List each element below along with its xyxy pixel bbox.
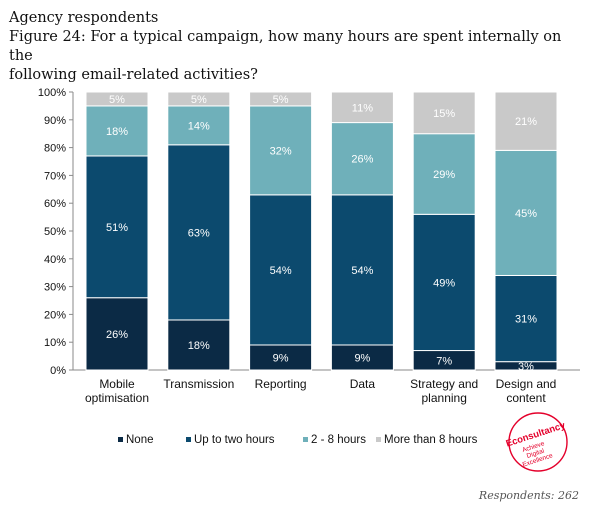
legend-swatch — [376, 437, 381, 442]
respondents-note: Respondents: 262 — [478, 489, 579, 502]
legend-label: More than 8 hours — [384, 434, 478, 446]
bar-segment — [167, 105, 231, 146]
legend-label: Up to two hours — [194, 434, 275, 446]
data-label: 9% — [354, 352, 370, 364]
category-label: Design and — [496, 377, 557, 391]
legend-swatch — [186, 437, 191, 442]
bar-segment — [330, 122, 394, 196]
y-tick-label: 60% — [44, 198, 66, 210]
legend-label: 2 - 8 hours — [311, 434, 366, 446]
data-label: 14% — [188, 120, 210, 132]
category-label: content — [506, 391, 546, 405]
chart-title-line-3: following email-related activities? — [9, 67, 258, 83]
data-label: 3% — [518, 361, 534, 373]
data-label: 26% — [106, 329, 128, 341]
data-label: 15% — [433, 108, 455, 120]
data-label: 26% — [351, 154, 373, 166]
data-label: 5% — [191, 94, 207, 106]
category-label: Reporting — [255, 377, 307, 391]
y-tick-label: 40% — [44, 254, 66, 266]
data-label: 7% — [436, 355, 452, 367]
bar-segment — [85, 155, 149, 299]
bar-segment — [249, 105, 313, 196]
data-label: 45% — [515, 208, 537, 220]
bar-segment — [167, 91, 231, 107]
data-label: 9% — [273, 352, 289, 364]
y-tick-label: 90% — [44, 115, 66, 127]
y-tick-label: 80% — [44, 143, 66, 155]
y-axis: 0% 10% 20% 30% 40% 50% 60% 70% 80% 90% 100% — [38, 87, 580, 377]
bar-segment — [249, 194, 313, 346]
bar-segment — [330, 91, 394, 124]
legend-swatch — [118, 437, 123, 442]
y-tick-label: 30% — [44, 282, 66, 294]
data-label: 18% — [106, 126, 128, 138]
data-label: 5% — [273, 94, 289, 106]
category-label: Strategy and — [410, 377, 478, 391]
y-tick-label: 20% — [44, 309, 66, 321]
category-label: Data — [350, 377, 376, 391]
chart-title-block: Agency respondents Figure 24: For a typi… — [9, 9, 584, 85]
bar-segment — [412, 213, 476, 352]
y-tick-label: 100% — [38, 87, 66, 99]
bar-segment — [494, 91, 558, 151]
data-label: 32% — [270, 145, 292, 157]
category-label: Mobile — [99, 377, 135, 391]
legend-swatch — [303, 437, 308, 442]
data-label: 5% — [109, 94, 125, 106]
chart-title-line-1: Agency respondents — [9, 10, 159, 26]
bar-segment — [167, 319, 231, 371]
data-label: 49% — [433, 277, 455, 289]
data-label: 63% — [188, 227, 210, 239]
y-tick-label: 70% — [44, 170, 66, 182]
econsultancy-logo: Econsultancy Achieve Digital Excellence — [505, 412, 568, 472]
y-tick-label: 10% — [44, 337, 66, 349]
data-label: 18% — [188, 340, 210, 352]
legend-label: None — [126, 434, 154, 446]
y-tick-label: 0% — [50, 365, 66, 377]
bar-segment — [249, 91, 313, 107]
data-label: 54% — [351, 265, 373, 277]
data-label: 54% — [270, 265, 292, 277]
data-label: 11% — [352, 102, 373, 114]
category-label: optimisation — [85, 391, 149, 405]
data-label: 31% — [515, 314, 537, 326]
bar-segment — [412, 133, 476, 215]
data-label: 21% — [515, 116, 537, 128]
legend: None Up to two hours 2 - 8 hours More than … — [118, 434, 478, 446]
bar-segment — [412, 91, 476, 135]
category-label: planning — [422, 391, 467, 405]
bar-segment — [85, 91, 149, 107]
bar-segment — [249, 344, 313, 371]
bar-segment — [494, 274, 558, 363]
bars: 26% 51% 18% 5% 18% 63% 14% 5% 9% 54% 32% 5% 9% 54% 26%… — [85, 91, 558, 373]
chart-title-line-2: Figure 24: For a typical campaign, how m… — [9, 29, 562, 64]
bar-segment — [85, 297, 149, 371]
data-label: 51% — [106, 222, 128, 234]
y-tick-label: 50% — [44, 226, 66, 238]
bar-segment — [330, 194, 394, 346]
data-label: 29% — [433, 169, 455, 181]
category-label: Transmission — [163, 377, 234, 391]
bar-segment — [167, 144, 231, 321]
